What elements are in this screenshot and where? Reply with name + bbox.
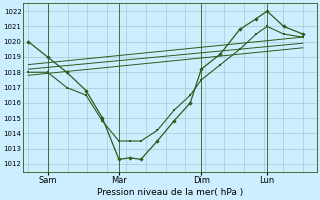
X-axis label: Pression niveau de la mer( hPa ): Pression niveau de la mer( hPa ) — [97, 188, 243, 197]
